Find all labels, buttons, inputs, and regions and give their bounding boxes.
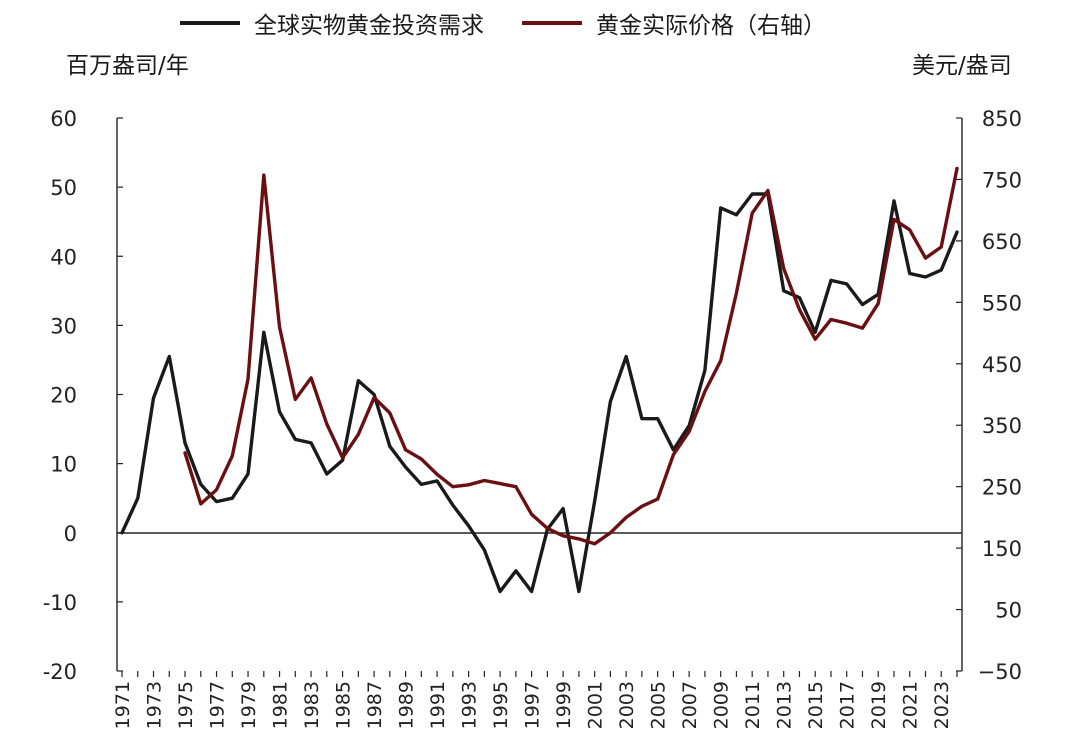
right-tick-label: 250	[982, 476, 1022, 500]
x-tick-label: 1999	[553, 681, 575, 729]
x-tick-label: 2019	[868, 681, 890, 729]
x-tick-label: 1975	[175, 681, 197, 729]
x-tick-label: 2015	[805, 681, 827, 729]
series-line-real-gold-price	[183, 166, 959, 546]
right-tick-label: 650	[982, 230, 1022, 254]
legend-label-real-price: 黄金实际价格（右轴）	[596, 13, 826, 39]
left-tick-label: -20	[43, 660, 77, 684]
x-tick-label: 1995	[490, 681, 512, 729]
x-tick-label: 2011	[742, 681, 764, 729]
right-tick-label: 450	[982, 353, 1022, 377]
right-tick-label: 750	[982, 168, 1022, 192]
x-tick-label: 1991	[427, 681, 449, 729]
x-tick-label: 1973	[144, 681, 166, 729]
x-tick-label: 2009	[711, 681, 733, 729]
x-tick-label: 2023	[931, 681, 953, 729]
legend-swatch-red	[522, 21, 582, 25]
x-tick-label: 2021	[900, 681, 922, 729]
left-axis-unit: 百万盎司/年	[66, 53, 189, 79]
right-tick-label: 850	[982, 107, 1022, 131]
left-tick-label: 30	[50, 314, 77, 338]
x-tick-label: 2003	[616, 681, 638, 729]
x-tick-label: 2005	[648, 681, 670, 729]
x-tick-label: 1997	[522, 681, 544, 729]
x-tick-label: 1993	[459, 681, 481, 729]
legend-swatch-black	[180, 21, 240, 25]
x-tick-label: 2007	[679, 681, 701, 729]
legend-item-investment-demand: 全球实物黄金投资需求	[180, 6, 484, 40]
x-tick-label: 1977	[207, 681, 229, 729]
left-tick-label: 0	[64, 522, 77, 546]
right-axis-unit: 美元/盎司	[912, 53, 1012, 79]
left-tick-label: 10	[50, 453, 77, 477]
left-tick-label: 60	[50, 107, 77, 131]
left-tick-label: 20	[50, 384, 77, 408]
x-tick-label: 1981	[270, 681, 292, 729]
legend-item-real-price: 黄金实际价格（右轴）	[522, 6, 826, 40]
x-tick-label: 1979	[238, 681, 260, 729]
right-axis-ticks: 850 750 650 550 450 350 250 150 50 −50	[956, 107, 1022, 684]
left-tick-label: -10	[43, 591, 77, 615]
left-tick-label: 40	[50, 245, 77, 269]
x-tick-label: 1971	[112, 681, 134, 729]
right-tick-label: 550	[982, 291, 1022, 315]
x-axis-ticks: 1971 1973 1975 1977 1979 1981 1983 1985 1987 1989…	[112, 671, 958, 729]
series-line-investment-demand	[120, 192, 959, 594]
x-tick-label: 1983	[301, 681, 323, 729]
x-tick-label: 1989	[396, 681, 418, 729]
x-tick-label: 1987	[364, 681, 386, 729]
left-tick-label: 50	[50, 176, 77, 200]
left-axis-ticks: 60 50 40 30 20 10 0 -10 -20	[43, 107, 123, 684]
right-tick-label: 50	[995, 599, 1022, 623]
legend: 全球实物黄金投资需求 黄金实际价格（右轴）	[180, 6, 864, 40]
legend-label-investment-demand: 全球实物黄金投资需求	[254, 13, 484, 39]
x-tick-label: 2013	[774, 681, 796, 729]
x-tick-label: 1985	[333, 681, 355, 729]
x-tick-label: 2017	[837, 681, 859, 729]
right-tick-label: −50	[978, 660, 1022, 684]
right-tick-label: 350	[982, 414, 1022, 438]
right-tick-label: 150	[982, 537, 1022, 561]
x-tick-label: 2001	[585, 681, 607, 729]
series-lines	[120, 166, 959, 594]
